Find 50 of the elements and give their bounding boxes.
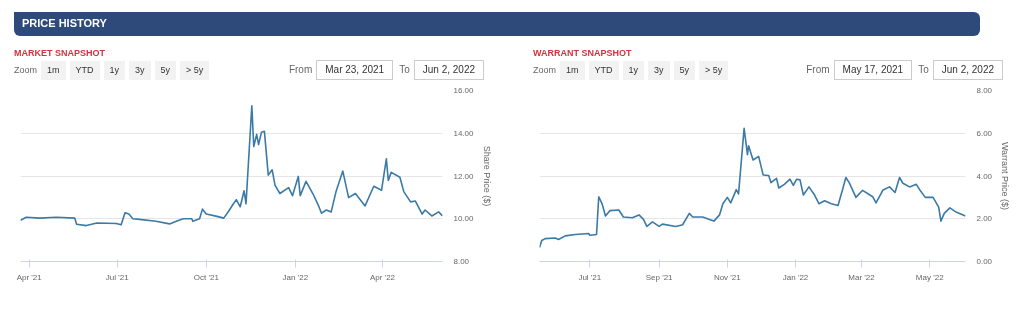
text: From: [806, 63, 830, 77]
text: Jun 2, 2022: [932, 60, 1003, 81]
x-tick-label: May '22: [915, 272, 945, 282]
text: 1m: [560, 60, 585, 80]
y-tick-label: 6.00: [976, 128, 993, 138]
text: To: [399, 63, 410, 77]
y-tick-label: 2.00: [976, 214, 993, 224]
text: 1y: [622, 60, 645, 80]
text: 1m: [41, 60, 66, 80]
y-tick-label: 8.00: [453, 257, 470, 266]
text: Zoom: [533, 63, 557, 77]
y-tick-label: 4.00: [976, 171, 993, 181]
x-tick-label: Mar '22: [848, 272, 876, 282]
x-tick-label: Apr '22: [369, 272, 396, 282]
text: Mar 23, 2021: [316, 60, 394, 81]
text: 3y: [129, 60, 151, 80]
x-tick-label: Jan '22: [782, 272, 809, 282]
chart-title: MARKET SNAPSHOT: [14, 47, 106, 60]
text: May 17, 2021: [833, 60, 913, 81]
text: YTD: [588, 60, 619, 80]
y-tick-label: 8.00: [976, 86, 993, 95]
text: > 5y: [180, 60, 210, 80]
x-tick-label: Jul '21: [105, 272, 130, 282]
x-tick-label: Jan '22: [282, 272, 309, 282]
text: 3y: [648, 60, 670, 80]
text: Zoom: [14, 63, 38, 77]
line-series: [20, 104, 443, 227]
x-tick-label: Jul '21: [578, 272, 602, 282]
y-tick-label: 16.00: [453, 86, 475, 95]
y-axis-title: Share Price ($): [481, 145, 492, 207]
text: 5y: [154, 60, 177, 80]
text: > 5y: [699, 60, 729, 80]
y-tick-label: 12.00: [453, 171, 475, 181]
y-axis-title: Warrant Price ($): [1000, 141, 1011, 211]
line-series: [539, 127, 966, 249]
y-tick-label: 14.00: [453, 128, 475, 138]
text: PRICE HISTORY: [14, 12, 980, 36]
text: 1y: [103, 60, 126, 80]
x-tick-label: Oct '21: [193, 272, 220, 282]
text: 5y: [673, 60, 696, 80]
text: From: [288, 63, 313, 77]
text: To: [918, 63, 929, 77]
chart-title: WARRANT SNAPSHOT: [533, 47, 632, 60]
y-tick-label: 0.00: [976, 257, 993, 266]
text: Jun 2, 2022: [413, 60, 484, 81]
text: YTD: [69, 60, 100, 80]
y-tick-label: 10.00: [453, 214, 475, 224]
x-tick-label: Apr '21: [16, 272, 43, 282]
x-tick-label: Nov '21: [713, 272, 742, 282]
x-tick-label: Sep '21: [645, 272, 674, 282]
